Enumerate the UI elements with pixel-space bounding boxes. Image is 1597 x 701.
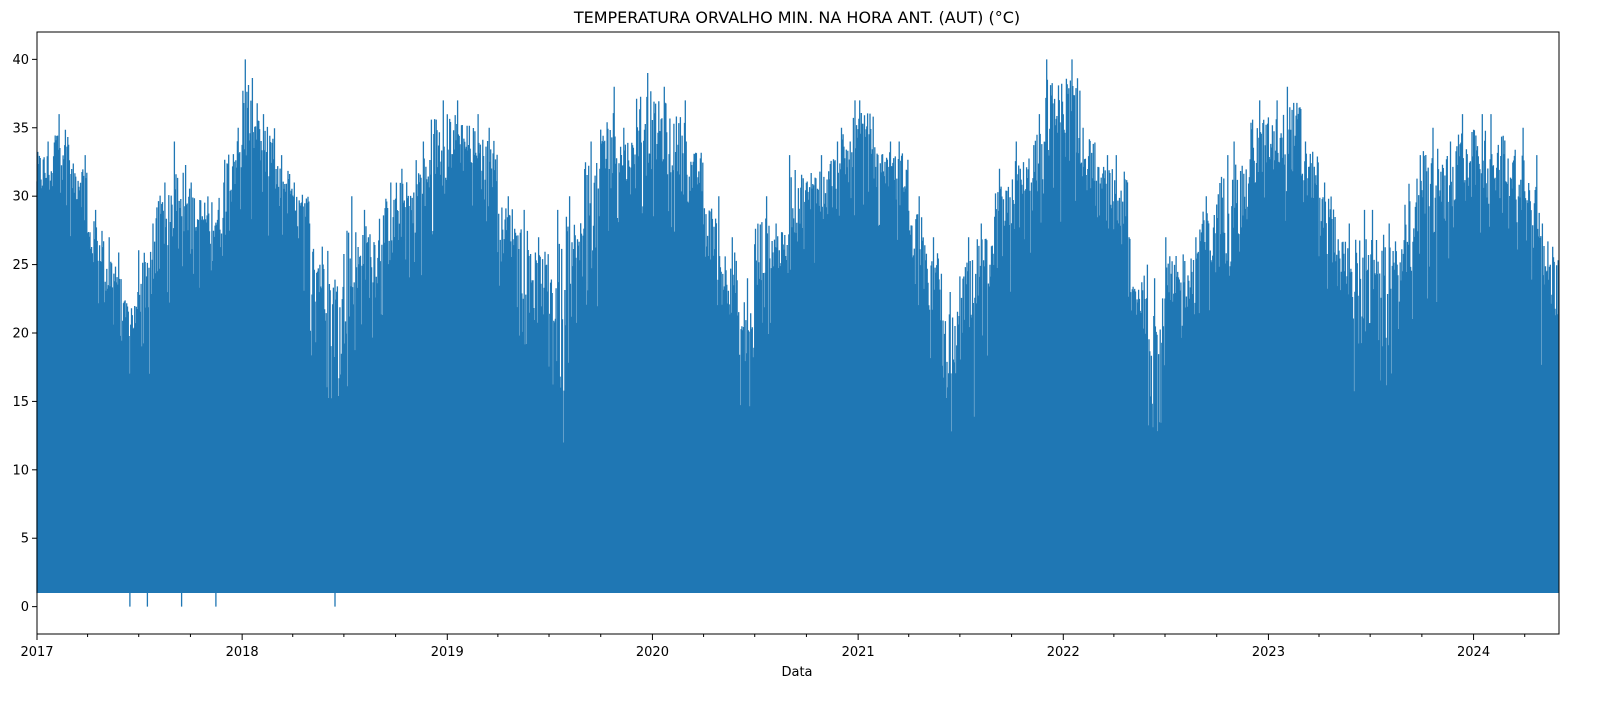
x-axis-label: Data xyxy=(781,665,812,680)
y-tick-label: 20 xyxy=(12,327,29,342)
y-tick-label: 25 xyxy=(12,258,29,273)
y-axis: 0 5 10 15 20 25 30 35 40 xyxy=(12,53,37,615)
x-tick-label: 2017 xyxy=(20,645,53,660)
y-tick-label: 30 xyxy=(12,190,29,205)
x-axis: 2017 2018 2019 2020 2021 2022 2023 2024 xyxy=(20,634,1526,660)
y-tick-label: 40 xyxy=(12,53,29,68)
x-tick-label: 2023 xyxy=(1252,645,1285,660)
y-tick-label: 10 xyxy=(12,463,29,478)
plot-frame xyxy=(36,31,1560,635)
y-tick-label: 35 xyxy=(12,121,29,136)
x-tick-label: 2020 xyxy=(636,645,669,660)
chart-title: TEMPERATURA ORVALHO MIN. NA HORA ANT. (A… xyxy=(573,8,1020,27)
x-tick-label: 2019 xyxy=(431,645,464,660)
series-fill xyxy=(37,442,1559,593)
y-tick-label: 5 xyxy=(21,532,29,547)
x-tick-label: 2024 xyxy=(1457,645,1490,660)
x-tick-label: 2022 xyxy=(1047,645,1080,660)
y-tick-label: 15 xyxy=(12,395,29,410)
x-tick-label: 2021 xyxy=(842,645,875,660)
plot-area xyxy=(36,59,1559,607)
x-tick-label: 2018 xyxy=(226,645,259,660)
y-tick-label: 0 xyxy=(21,600,29,615)
